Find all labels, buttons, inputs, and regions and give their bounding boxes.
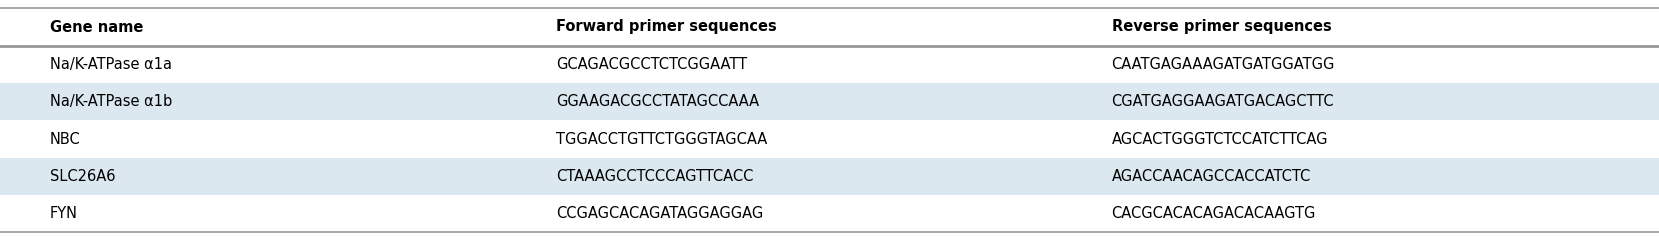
Bar [0, 120, 1659, 158]
Text: CGATGAGGAAGATGACAGCTTC: CGATGAGGAAGATGACAGCTTC [1112, 94, 1334, 109]
Text: CAATGAGAAAGATGATGGATGG: CAATGAGAAAGATGATGGATGG [1112, 57, 1335, 72]
Bar [0, 8, 1659, 46]
Bar [0, 83, 1659, 120]
Bar [0, 46, 1659, 83]
Text: GGAAGACGCCTATAGCCAAA: GGAAGACGCCTATAGCCAAA [556, 94, 758, 109]
Text: Na/K-ATPase α1b: Na/K-ATPase α1b [50, 94, 173, 109]
Text: AGACCAACAGCCACCATCTC: AGACCAACAGCCACCATCTC [1112, 169, 1311, 184]
Text: CCGAGCACAGATAGGAGGAG: CCGAGCACAGATAGGAGGAG [556, 206, 763, 221]
Text: NBC: NBC [50, 132, 81, 146]
Text: GCAGACGCCTCTCGGAATT: GCAGACGCCTCTCGGAATT [556, 57, 747, 72]
Text: SLC26A6: SLC26A6 [50, 169, 114, 184]
Bar [0, 195, 1659, 232]
Text: Na/K-ATPase α1a: Na/K-ATPase α1a [50, 57, 173, 72]
Text: FYN: FYN [50, 206, 78, 221]
Text: TGGACCTGTTCTGGGTAGCAA: TGGACCTGTTCTGGGTAGCAA [556, 132, 766, 146]
Text: Reverse primer sequences: Reverse primer sequences [1112, 19, 1331, 35]
Text: Gene name: Gene name [50, 19, 143, 35]
Text: CACGCACACAGACACAAGTG: CACGCACACAGACACAAGTG [1112, 206, 1316, 221]
Text: CTAAAGCCTCCCAGTTCACC: CTAAAGCCTCCCAGTTCACC [556, 169, 753, 184]
Text: Forward primer sequences: Forward primer sequences [556, 19, 776, 35]
Text: AGCACTGGGTCTCCATCTTCAG: AGCACTGGGTCTCCATCTTCAG [1112, 132, 1329, 146]
Bar [0, 158, 1659, 195]
